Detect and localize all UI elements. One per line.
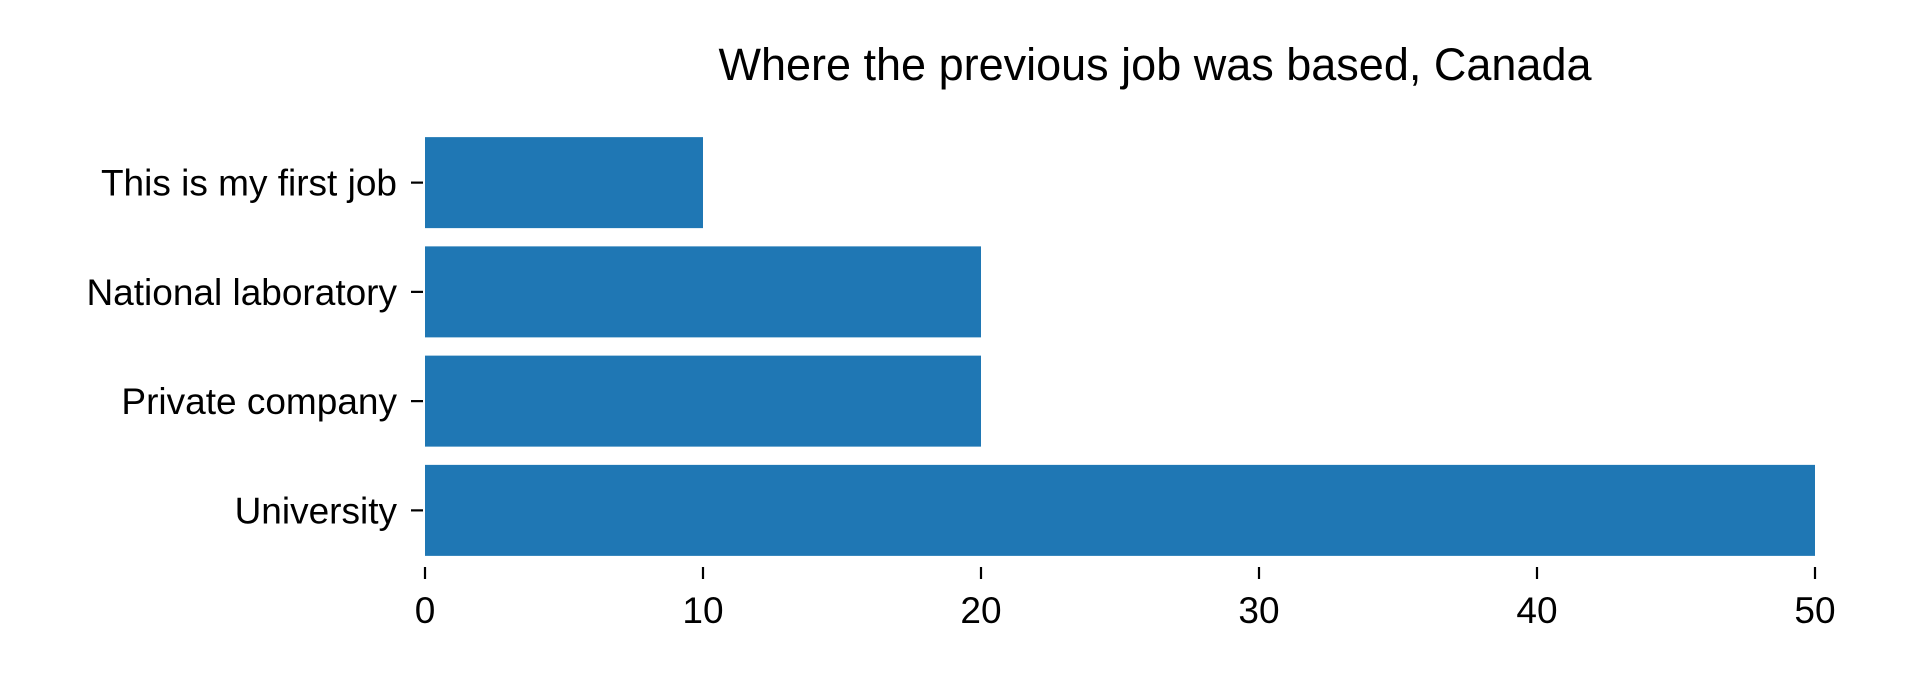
bars-layer — [425, 137, 1815, 556]
chart-title: Where the previous job was based, Canada — [718, 39, 1592, 90]
bar-national-laboratory — [425, 246, 981, 338]
x-tick-label: 40 — [1516, 590, 1557, 631]
bar-private-company — [425, 355, 981, 447]
x-tick-label: 50 — [1794, 590, 1835, 631]
y-tick-label: University — [235, 490, 398, 531]
x-tick-label: 30 — [1238, 590, 1279, 631]
y-tick-label: This is my first job — [101, 163, 397, 204]
x-tick-label: 20 — [960, 590, 1001, 631]
x-axis: 0 10 20 30 40 50 — [415, 567, 1836, 631]
bar-university — [425, 464, 1815, 556]
bar-this-is-my-first-job — [425, 137, 703, 229]
x-tick-label: 0 — [415, 590, 436, 631]
y-axis: University Private company National labora… — [86, 163, 423, 531]
y-tick-label: Private company — [121, 381, 397, 422]
x-tick-label: 10 — [682, 590, 723, 631]
y-tick-label: National laboratory — [86, 272, 397, 313]
